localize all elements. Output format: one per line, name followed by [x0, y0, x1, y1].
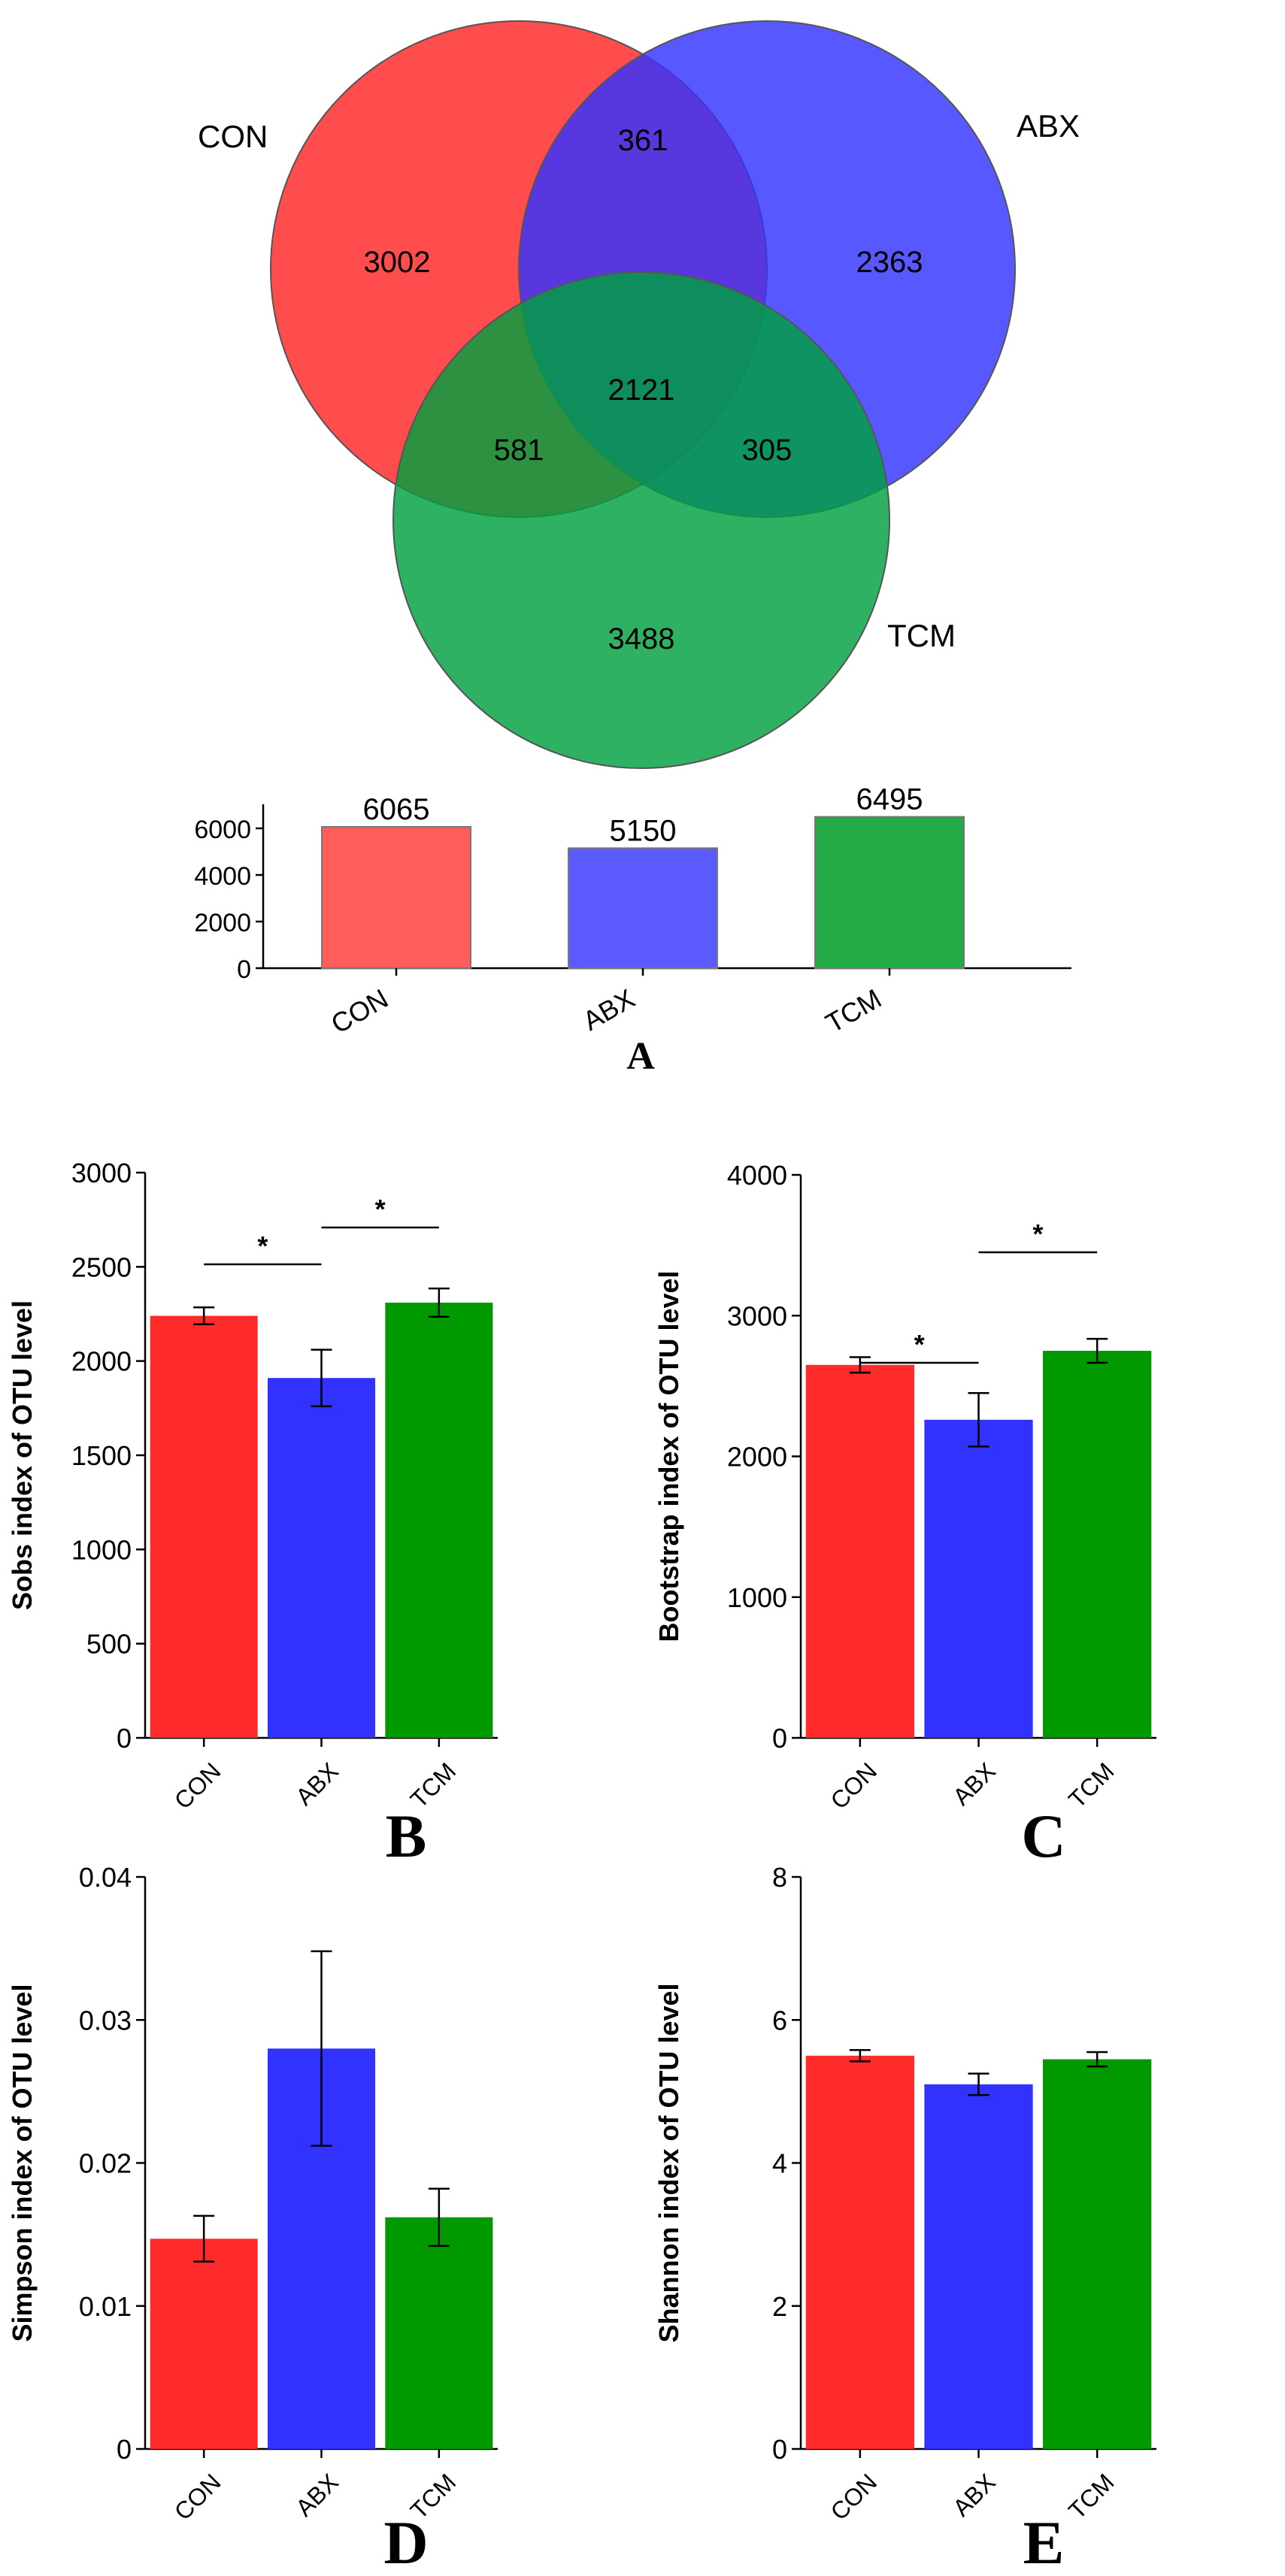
- x-tick-label: ABX: [577, 982, 640, 1037]
- y-axis-label: Bootstrap index of OTU level: [653, 1270, 684, 1642]
- venn-region-abx-only: 2363: [856, 246, 923, 279]
- y-tick-label: 0: [117, 2434, 132, 2465]
- venn-diagram: CON ABX TCM 3002 2363 3488 361 581 305 2…: [198, 20, 1080, 769]
- y-tick-label: 1000: [71, 1534, 132, 1565]
- x-tick-label: TCM: [1063, 2469, 1119, 2524]
- bar-value-label: 5150: [610, 814, 677, 847]
- bar-tcm: [814, 816, 965, 970]
- y-axis-label: Sobs index of OTU level: [7, 1300, 38, 1610]
- x-tick-label: CON: [169, 2469, 226, 2526]
- y-tick-label: 3000: [71, 1158, 132, 1188]
- bar-value-label: 6495: [856, 783, 923, 816]
- venn-region-abx-tcm: 305: [742, 434, 793, 467]
- y-axis-label: Shannon index of OTU level: [653, 1983, 684, 2342]
- venn-set-label-tcm: TCM: [887, 618, 956, 653]
- bar-tcm: [385, 2217, 493, 2449]
- bar-con: [150, 1315, 258, 1738]
- x-tick-label: ABX: [290, 2469, 344, 2522]
- venn-region-con-abx: 361: [618, 124, 668, 157]
- bar-abx: [924, 1419, 1033, 1738]
- x-tick-label: CON: [169, 1757, 226, 1815]
- bar-con: [150, 2238, 258, 2449]
- y-tick-label: 0: [772, 1723, 787, 1754]
- venn-circle-tcm: [392, 271, 890, 769]
- bar-tcm: [385, 1302, 493, 1738]
- x-tick-label: CON: [825, 2469, 882, 2526]
- y-tick-label: 0: [117, 1723, 132, 1754]
- y-tick-label: 4: [772, 2148, 787, 2179]
- venn-region-con-tcm: 581: [494, 434, 544, 467]
- panel-label-e: E: [1023, 2508, 1065, 2576]
- y-tick-label: 0.03: [79, 2005, 132, 2036]
- simpson-bar-chart: 0 0.01 0.02 0.03 0.04 Simpson index of OTU le…: [7, 1862, 498, 2526]
- sobs-bar-chart: 0 500 1000 1500 2000 2500 3000 Sobs index of OT…: [7, 1158, 498, 1815]
- y-tick-label: 2000: [194, 909, 251, 937]
- set-size-bar-chart: 0 2000 4000 6000 6065 CON 5150 ABX 6495 TCM: [194, 783, 1071, 1040]
- bar-con: [805, 1364, 914, 1738]
- bar-tcm: [1043, 2059, 1152, 2449]
- significance-marker: *: [914, 1329, 925, 1360]
- x-tick-label: ABX: [947, 1757, 1001, 1811]
- panel-label-d: D: [383, 2508, 428, 2576]
- y-tick-label: 4000: [727, 1160, 787, 1191]
- bar-abx: [267, 1378, 376, 1738]
- venn-set-label-abx: ABX: [1017, 108, 1080, 144]
- y-tick-label: 0.01: [79, 2291, 132, 2322]
- bar-abx: [568, 847, 718, 969]
- venn-region-all: 2121: [608, 374, 675, 407]
- y-tick-label: 2500: [71, 1252, 132, 1282]
- y-tick-label: 500: [86, 1629, 132, 1660]
- y-tick-label: 3000: [727, 1300, 787, 1331]
- bar-con: [805, 2055, 914, 2449]
- y-tick-label: 6000: [194, 816, 251, 844]
- bar-value-label: 6065: [363, 793, 430, 826]
- y-tick-label: 1500: [71, 1440, 132, 1471]
- shannon-bar-chart: 0 2 4 6 8 Shannon index of OTU level CON ABX TCM: [653, 1862, 1156, 2526]
- significance-marker: *: [257, 1230, 268, 1261]
- y-tick-label: 8: [772, 1862, 787, 1893]
- y-tick-label: 2000: [727, 1442, 787, 1473]
- venn-set-label-con: CON: [198, 119, 268, 154]
- x-tick-label: TCM: [1063, 1757, 1119, 1813]
- y-tick-label: 0: [237, 955, 251, 984]
- bar-con: [321, 825, 471, 969]
- bar-tcm: [1043, 1351, 1152, 1738]
- x-tick-label: TCM: [820, 982, 886, 1038]
- x-tick-label: ABX: [290, 1757, 344, 1811]
- bootstrap-bar-chart: 0 1000 2000 3000 4000 Bootstrap index of OTU …: [653, 1160, 1156, 1815]
- panel-label-a: A: [626, 1035, 655, 1078]
- y-tick-label: 2000: [71, 1346, 132, 1377]
- x-tick-label: CON: [825, 1757, 882, 1815]
- y-tick-label: 0.04: [79, 1862, 132, 1893]
- x-tick-label: ABX: [947, 2469, 1001, 2522]
- venn-region-tcm-only: 3488: [608, 622, 675, 655]
- y-tick-label: 4000: [194, 862, 251, 891]
- y-tick-label: 6: [772, 2005, 787, 2036]
- significance-marker: *: [375, 1194, 386, 1224]
- significance-marker: *: [1032, 1218, 1043, 1249]
- panel-label-c: C: [1021, 1802, 1065, 1870]
- y-tick-label: 0.02: [79, 2148, 132, 2179]
- panel-label-b: B: [386, 1802, 427, 1870]
- y-tick-label: 1000: [727, 1582, 787, 1613]
- bar-abx: [924, 2084, 1033, 2449]
- x-tick-label: CON: [326, 982, 393, 1040]
- venn-region-con-only: 3002: [364, 246, 431, 279]
- y-tick-label: 2: [772, 2291, 787, 2322]
- y-axis-label: Simpson index of OTU level: [7, 1984, 38, 2341]
- y-tick-label: 0: [772, 2434, 787, 2465]
